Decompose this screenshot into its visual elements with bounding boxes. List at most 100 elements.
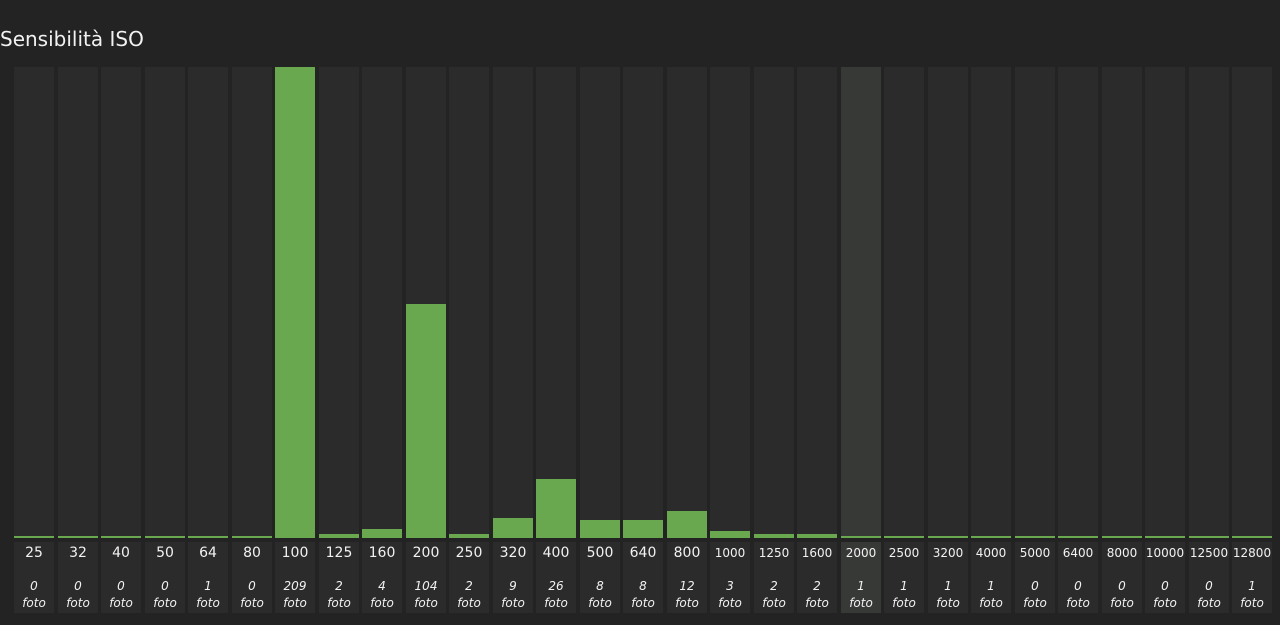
photo-count-label: 4 [378, 579, 386, 593]
separator [275, 538, 315, 542]
photo-count-label: 26 [548, 579, 564, 593]
iso-column-50[interactable]: 50 0 foto [145, 67, 185, 613]
bar-area [667, 67, 707, 538]
iso-column-8000[interactable]: 8000 0 foto [1102, 67, 1142, 613]
bar-area [884, 67, 924, 538]
chart-title: Sensibilità ISO [0, 27, 144, 51]
photo-count-label: 1 [204, 579, 212, 593]
photo-count-label: 1 [987, 579, 995, 593]
photo-count-label: 1 [944, 579, 952, 593]
photo-count-label: 1 [1248, 579, 1256, 593]
iso-column-10000[interactable]: 10000 0 foto [1145, 67, 1185, 613]
iso-tick-label: 25 [25, 545, 43, 561]
photo-count-label: 0 [30, 579, 38, 593]
photo-unit-label: foto [588, 596, 612, 610]
iso-tick-label: 200 [412, 545, 440, 561]
separator [667, 538, 707, 542]
iso-column-500[interactable]: 500 8 foto [580, 67, 620, 613]
iso-column-100[interactable]: 100 209 foto [275, 67, 315, 613]
photo-unit-label: foto [718, 596, 742, 610]
separator [1189, 538, 1229, 542]
iso-column-40[interactable]: 40 0 foto [101, 67, 141, 613]
separator [580, 538, 620, 542]
iso-column-12500[interactable]: 12500 0 foto [1189, 67, 1229, 613]
bar-area [188, 67, 228, 538]
iso-column-400[interactable]: 400 26 foto [536, 67, 576, 613]
iso-column-2000[interactable]: 2000 1 foto [841, 67, 881, 613]
separator [58, 538, 98, 542]
iso-tick-label: 800 [673, 545, 701, 561]
iso-column-250[interactable]: 250 2 foto [449, 67, 489, 613]
iso-column-64[interactable]: 64 1 foto [188, 67, 228, 613]
iso-column-125[interactable]: 125 2 foto [319, 67, 359, 613]
iso-tick-label: 2500 [888, 546, 920, 560]
iso-column-80[interactable]: 80 0 foto [232, 67, 272, 613]
separator [1102, 538, 1142, 542]
bar-area [1145, 67, 1185, 538]
iso-tick-label: 640 [629, 545, 657, 561]
separator [797, 538, 837, 542]
iso-column-640[interactable]: 640 8 foto [623, 67, 663, 613]
photo-count-label: 2 [770, 579, 778, 593]
bar-area [362, 67, 402, 538]
iso-column-1000[interactable]: 1000 3 foto [710, 67, 750, 613]
photo-unit-label: foto [1153, 596, 1177, 610]
iso-column-32[interactable]: 32 0 foto [58, 67, 98, 613]
bar-area [623, 67, 663, 538]
separator [1232, 538, 1272, 542]
photo-count-label: 8 [596, 579, 604, 593]
separator [449, 538, 489, 542]
separator [362, 538, 402, 542]
iso-column-320[interactable]: 320 9 foto [493, 67, 533, 613]
iso-column-1250[interactable]: 1250 2 foto [754, 67, 794, 613]
separator [754, 538, 794, 542]
iso-column-4000[interactable]: 4000 1 foto [971, 67, 1011, 613]
iso-tick-label: 100 [281, 545, 309, 561]
photo-unit-label: foto [979, 596, 1003, 610]
iso-tick-label: 125 [325, 545, 353, 561]
separator [319, 538, 359, 542]
bar-80 [232, 536, 272, 538]
iso-column-25[interactable]: 25 0 foto [14, 67, 54, 613]
bar-area [1232, 67, 1272, 538]
photo-count-label: 0 [1161, 579, 1169, 593]
bar-25 [14, 536, 54, 538]
separator [536, 538, 576, 542]
bar-area [232, 67, 272, 538]
photo-count-label: 2 [335, 579, 343, 593]
bar-8000 [1102, 536, 1142, 538]
bar-area [710, 67, 750, 538]
photo-count-label: 2 [465, 579, 473, 593]
iso-column-5000[interactable]: 5000 0 foto [1015, 67, 1055, 613]
iso-column-200[interactable]: 200 104 foto [406, 67, 446, 613]
iso-tick-label: 80 [243, 545, 261, 561]
iso-column-800[interactable]: 800 12 foto [667, 67, 707, 613]
iso-tick-label: 2000 [845, 546, 877, 560]
bar-12800 [1232, 535, 1272, 538]
bar-1250 [754, 533, 794, 538]
photo-unit-label: foto [283, 596, 307, 610]
separator [710, 538, 750, 542]
photo-unit-label: foto [675, 596, 699, 610]
bar-12500 [1189, 536, 1229, 538]
photo-count-label: 12 [679, 579, 695, 593]
bar-area [754, 67, 794, 538]
separator [14, 538, 54, 542]
iso-column-3200[interactable]: 3200 1 foto [928, 67, 968, 613]
photo-count-label: 0 [161, 579, 169, 593]
iso-tick-label: 5000 [1019, 546, 1051, 560]
separator [841, 538, 881, 542]
iso-column-12800[interactable]: 12800 1 foto [1232, 67, 1272, 613]
photo-count-label: 0 [117, 579, 125, 593]
bar-area [101, 67, 141, 538]
iso-column-2500[interactable]: 2500 1 foto [884, 67, 924, 613]
iso-tick-label: 12800 [1232, 546, 1272, 560]
bar-250 [449, 533, 489, 538]
iso-column-160[interactable]: 160 4 foto [362, 67, 402, 613]
photo-unit-label: foto [892, 596, 916, 610]
iso-tick-label: 1000 [714, 546, 746, 560]
iso-tick-label: 32 [69, 545, 87, 561]
separator [1058, 538, 1098, 542]
iso-column-6400[interactable]: 6400 0 foto [1058, 67, 1098, 613]
iso-column-1600[interactable]: 1600 2 foto [797, 67, 837, 613]
